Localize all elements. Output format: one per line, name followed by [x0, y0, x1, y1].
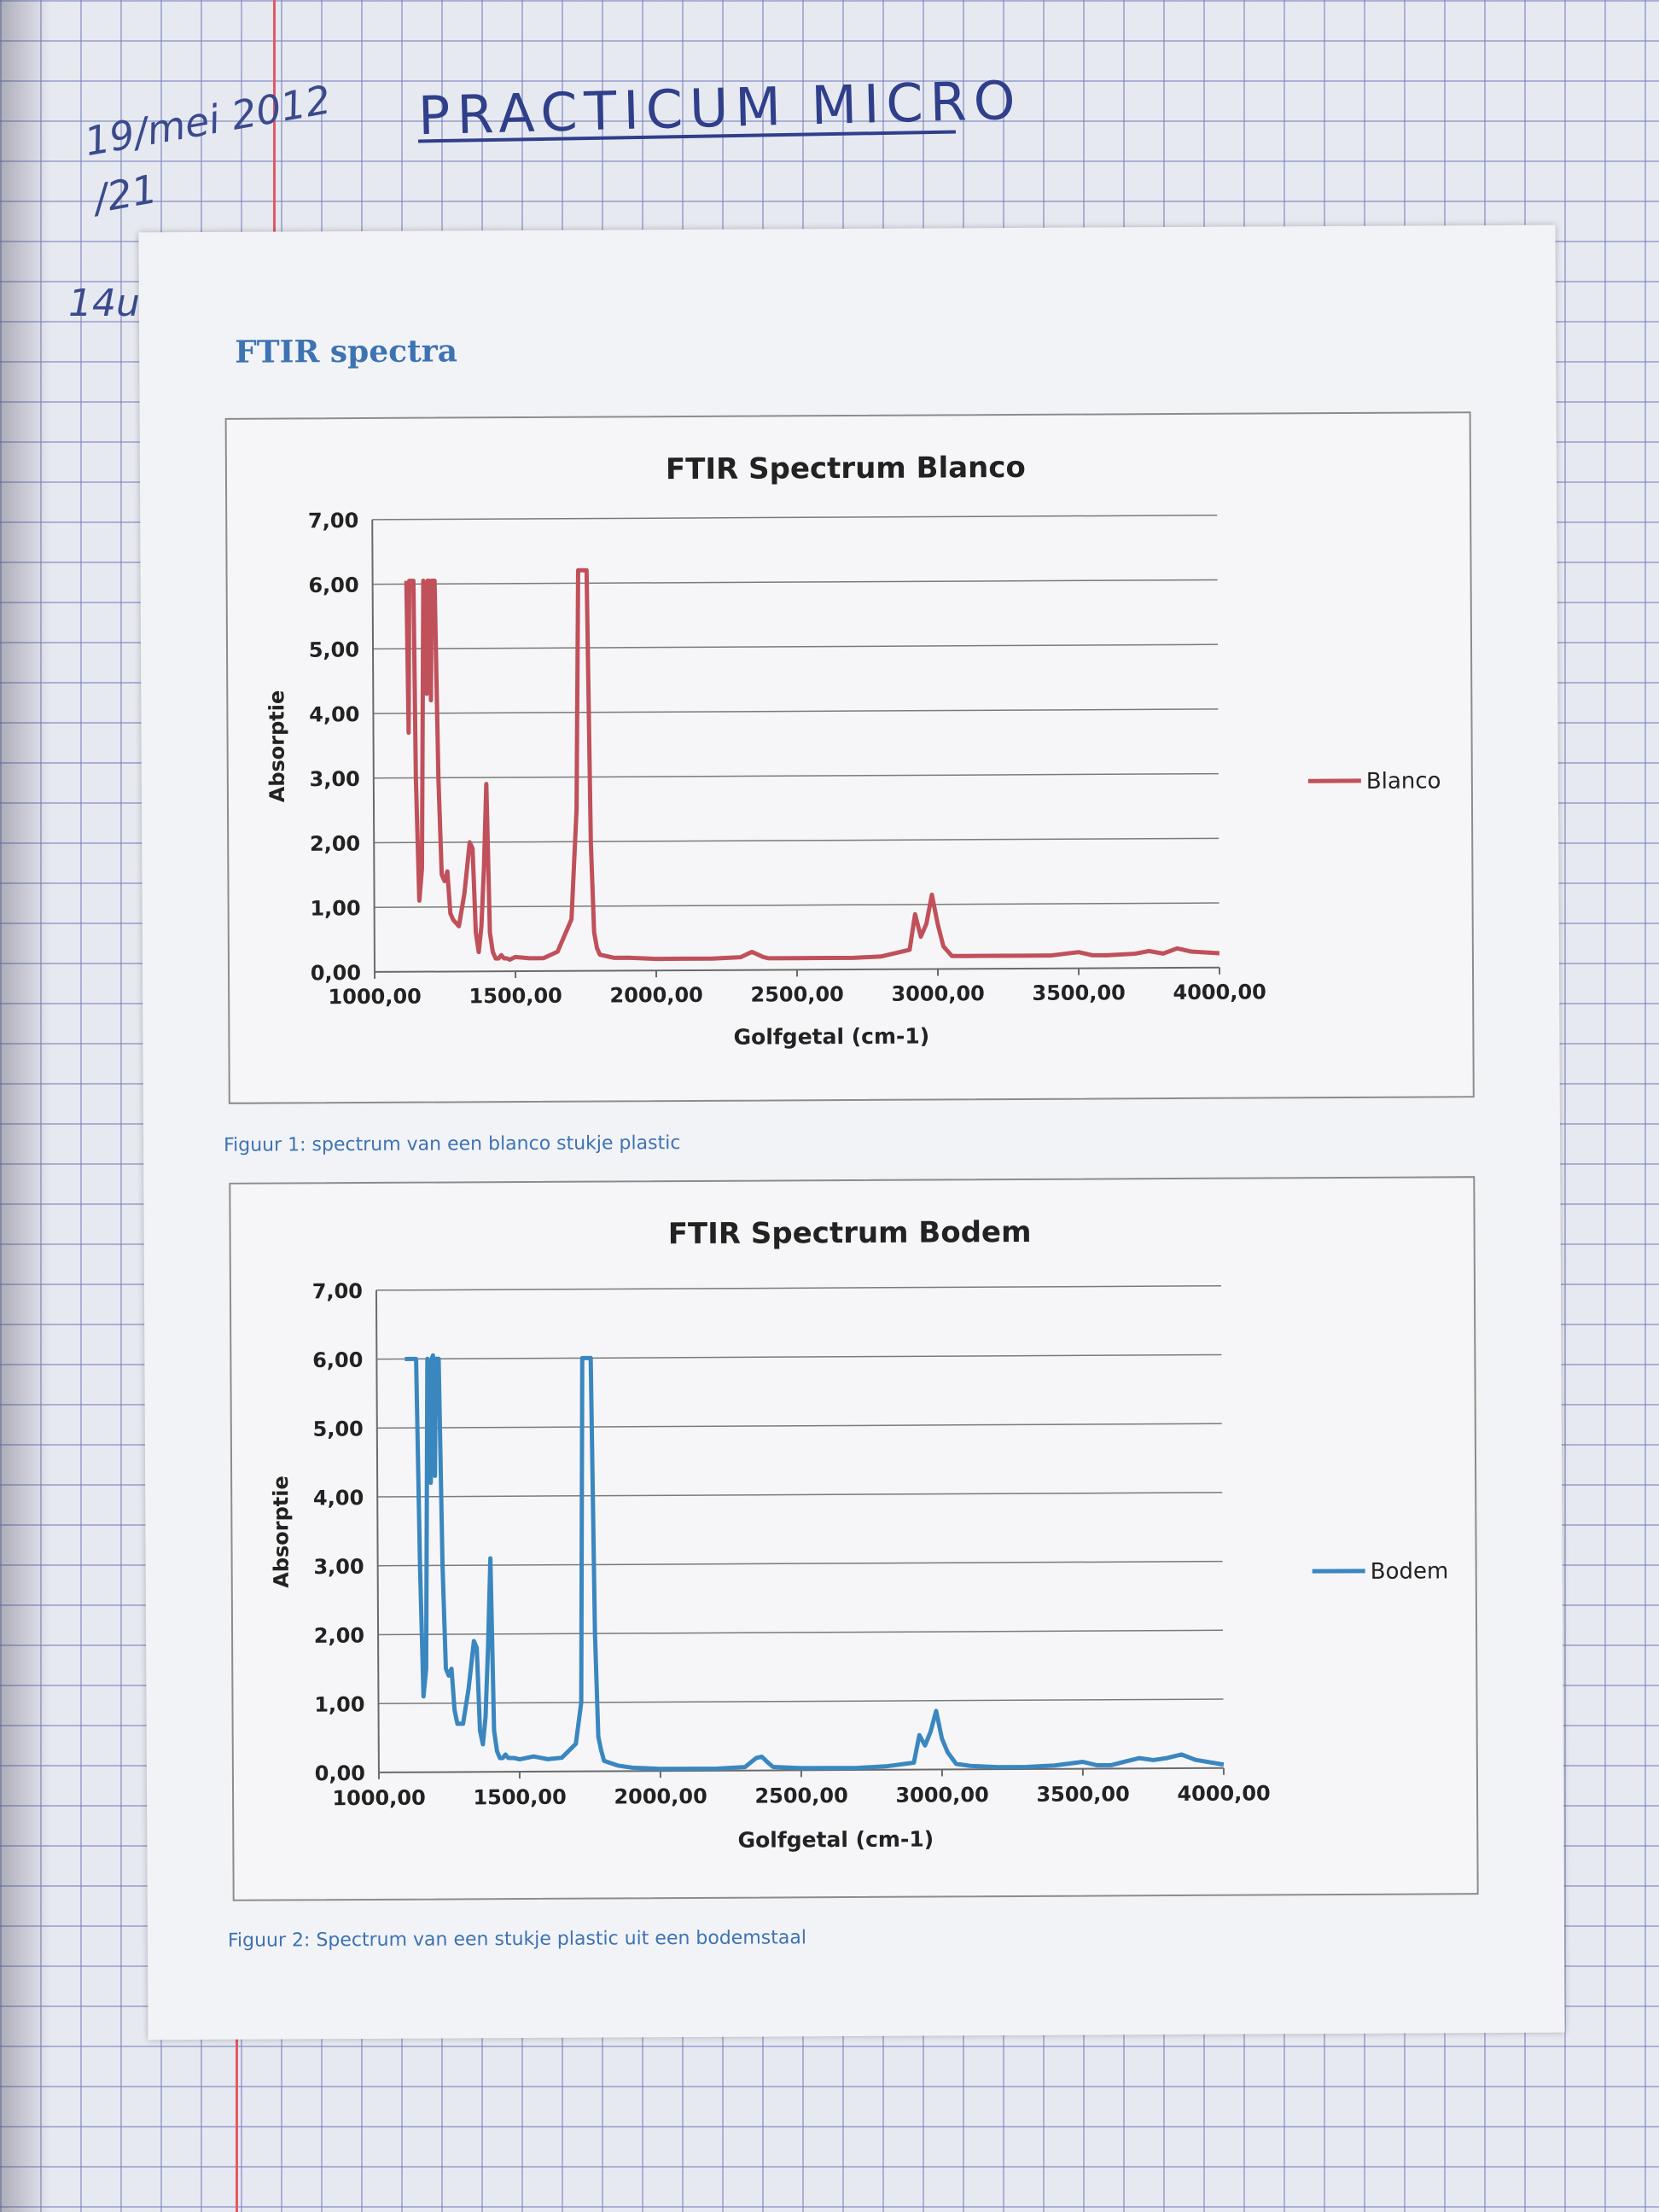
- y-tick-label: 6,00: [308, 573, 358, 597]
- y-axis-label: Absorptie: [265, 690, 289, 803]
- notebook-margin-line: [236, 2005, 238, 2212]
- gridline: [378, 1698, 1224, 1704]
- series-line: [404, 568, 1220, 962]
- x-axis-label: Golfgetal (cm-1): [737, 1827, 934, 1853]
- y-tick-label: 4,00: [313, 1486, 364, 1510]
- figure-caption-1: Figuur 1: spectrum van een blanco stukje…: [224, 1132, 681, 1156]
- y-axis: [371, 519, 376, 972]
- y-tick-label: 4,00: [309, 702, 359, 726]
- gridline: [376, 1423, 1222, 1429]
- handwritten-date: 19/mei 2012: [81, 76, 335, 166]
- x-tick-label: 1000,00: [328, 985, 421, 1010]
- y-tick-label: 0,00: [315, 1761, 365, 1785]
- x-tick-label: 4000,00: [1173, 980, 1266, 1004]
- x-axis-label: Golfgetal (cm-1): [734, 1024, 930, 1050]
- y-tick-label: 1,00: [314, 1692, 364, 1716]
- x-tick-label: 1500,00: [473, 1785, 566, 1810]
- series-line: [405, 1353, 1225, 1772]
- y-tick-label: 1,00: [310, 896, 360, 920]
- gridline: [372, 514, 1218, 521]
- chart-title: FTIR Spectrum Bodem: [668, 1215, 1032, 1251]
- notebook-margin-line: [273, 0, 276, 256]
- x-tick-label: 3500,00: [1032, 981, 1125, 1005]
- y-tick-label: 2,00: [314, 1624, 364, 1648]
- x-tick-label: 1500,00: [469, 984, 562, 1009]
- legend-label: Blanco: [1366, 768, 1441, 794]
- y-tick-label: 2,00: [310, 832, 360, 856]
- gridline: [373, 708, 1219, 714]
- y-tick-label: 0,00: [311, 961, 361, 985]
- gridline: [375, 1284, 1221, 1291]
- chart-bodem: FTIR Spectrum Bodem 0,00 1,00 2,00 3,00 4,00 5…: [269, 1215, 1449, 1853]
- y-axis-label: Absorptie: [269, 1476, 294, 1588]
- x-tick-label: 2000,00: [609, 983, 702, 1008]
- chart-title: FTIR Spectrum Blanco: [666, 451, 1026, 486]
- x-tick-label: 4000,00: [1177, 1781, 1270, 1806]
- y-tick-label: 6,00: [312, 1348, 363, 1372]
- chart-blanco: FTIR Spectrum Blanco 0,00 1,00 2,00 3,00 4,00…: [265, 451, 1441, 1050]
- legend-label: Bodem: [1371, 1558, 1449, 1584]
- gridline: [373, 643, 1219, 650]
- y-tick-label: 5,00: [309, 637, 359, 661]
- handwritten-page-number: /21: [90, 165, 161, 223]
- handwritten-time: 14u: [68, 282, 140, 325]
- gridline: [373, 772, 1219, 779]
- gridline: [374, 902, 1220, 908]
- gridline: [377, 1492, 1223, 1498]
- x-tick-label: 2500,00: [750, 982, 843, 1007]
- y-tick-label: 7,00: [308, 509, 358, 533]
- section-title: FTIR spectra: [235, 333, 458, 370]
- gridline: [372, 579, 1218, 585]
- x-tick-label: 2500,00: [754, 1784, 847, 1808]
- printed-sheet: FTIR spectra FTIR Spectrum Blanco 0,00 1,0…: [138, 224, 1565, 2040]
- gridline: [376, 1353, 1222, 1360]
- x-tick-label: 1000,00: [332, 1786, 425, 1811]
- y-tick-label: 5,00: [313, 1417, 364, 1441]
- chart-frame-blanco: FTIR Spectrum Blanco 0,00 1,00 2,00 3,00 4,00…: [224, 411, 1475, 1104]
- figure-caption-2: Figuur 2: Spectrum van een stukje plasti…: [227, 1927, 806, 1952]
- chart-frame-bodem: FTIR Spectrum Bodem 0,00 1,00 2,00 3,00 4,00 5…: [229, 1176, 1479, 1901]
- gridline: [378, 1629, 1224, 1636]
- gridline: [374, 837, 1220, 844]
- x-tick-label: 2000,00: [614, 1784, 707, 1809]
- x-tick-label: 3000,00: [891, 981, 984, 1006]
- x-tick-label: 3500,00: [1036, 1782, 1129, 1807]
- x-tick-label: 3000,00: [895, 1783, 988, 1807]
- y-tick-label: 7,00: [312, 1279, 363, 1303]
- y-axis: [375, 1289, 380, 1773]
- notebook-spine-shadow: [0, 0, 51, 2212]
- gridline: [377, 1560, 1223, 1567]
- y-tick-label: 3,00: [310, 767, 360, 791]
- y-tick-label: 3,00: [313, 1555, 364, 1579]
